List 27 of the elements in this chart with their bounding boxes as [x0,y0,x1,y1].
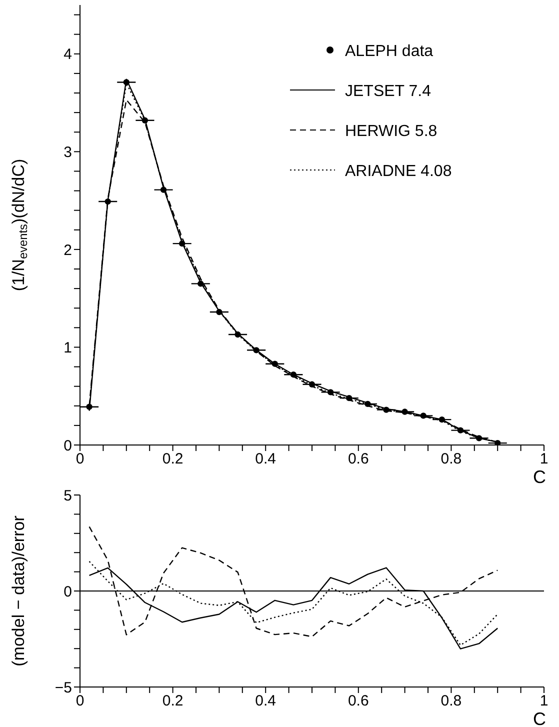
y-tick-label: 4 [64,46,72,64]
x-tick-label: 0.4 [255,450,276,468]
legend-label: ALEPH data [345,43,434,60]
x-axis-title: C [533,709,546,727]
legend-label: JETSET 7.4 [345,83,432,100]
x-tick-label: 0.2 [162,450,184,468]
y-tick-label: 0 [64,583,72,600]
legend-label: ARIADNE 4.08 [345,163,452,180]
y-tick-label: 1 [64,340,72,357]
x-tick-label: 0.6 [348,450,369,468]
y-tick-label: 5 [64,487,72,504]
x-tick-label: 0 [76,450,84,468]
x-tick-label: 0.8 [440,450,462,468]
x-axis-title: C [533,467,546,487]
x-tick-label: 0.8 [440,692,462,710]
y-tick-label: 3 [64,144,72,161]
y-tick-label: 2 [64,242,72,259]
x-tick-label: 0.4 [255,692,276,710]
legend-label: HERWIG 5.8 [345,123,438,140]
x-tick-label: 0 [76,692,84,710]
y-tick-label: 0 [64,437,72,454]
y-tick-label: −5 [54,679,72,696]
y-axis-title: (model − data)/error [9,515,28,666]
x-tick-label: 0.6 [348,692,369,710]
x-tick-label: 0.2 [162,692,184,710]
x-tick-label: 1 [540,450,548,468]
x-tick-label: 1 [540,692,548,710]
